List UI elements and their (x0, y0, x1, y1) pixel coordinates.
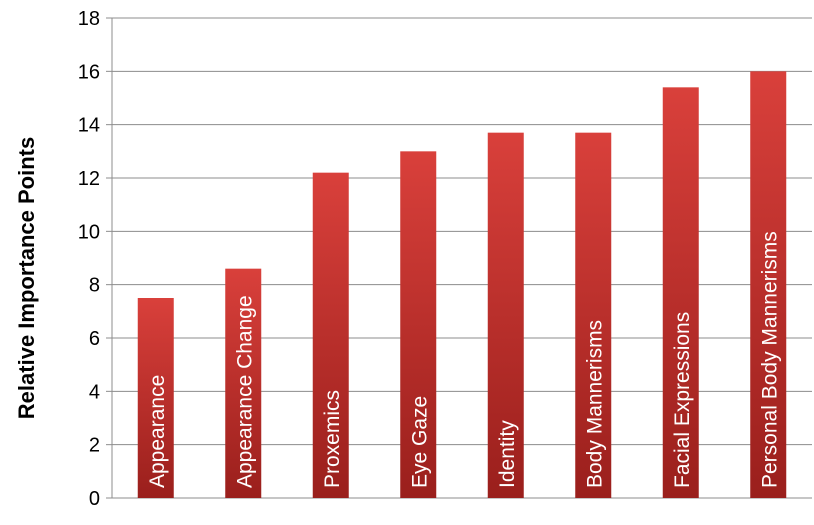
y-tick-label-12: 12 (78, 168, 100, 190)
bar-5 (487, 132, 524, 498)
y-tick-label-14: 14 (78, 115, 100, 137)
category-label-6: Body Mannerisms (583, 320, 606, 488)
gridlines (112, 17, 812, 499)
category-label-8: Personal Body Mannerisms (758, 231, 781, 488)
y-tick-label-8: 8 (89, 275, 100, 297)
bars (137, 71, 787, 499)
y-tick-label-16: 16 (78, 61, 100, 83)
bar-8 (750, 71, 787, 498)
bar-3 (312, 172, 349, 498)
y-tick-label-2: 2 (89, 435, 100, 457)
category-label-7: Facial Expressions (671, 312, 694, 488)
category-label-5: Identity (496, 420, 519, 488)
y-axis: 0 2 4 6 8 10 12 14 16 18 (78, 8, 812, 510)
bar-1 (137, 298, 174, 498)
category-label-1: Appearance (146, 375, 169, 488)
y-tick-label-6: 6 (89, 328, 100, 350)
category-label-4: Eye Gaze (408, 396, 431, 488)
y-tick-label-10: 10 (78, 221, 100, 243)
bar-7 (662, 87, 699, 498)
category-label-3: Proxemics (321, 390, 344, 488)
y-tick-label-0: 0 (89, 488, 100, 510)
bar-labels: Appearance Appearance Change Proxemics Eye … (146, 231, 782, 488)
bar-6 (575, 132, 612, 498)
y-tick-label-18: 18 (78, 8, 100, 30)
y-tick-label-4: 4 (89, 381, 100, 403)
bar-2 (225, 268, 262, 498)
bar-4 (400, 151, 437, 499)
y-axis-title: Relative Importance Points (14, 137, 39, 419)
category-label-2: Appearance Change (233, 295, 256, 488)
